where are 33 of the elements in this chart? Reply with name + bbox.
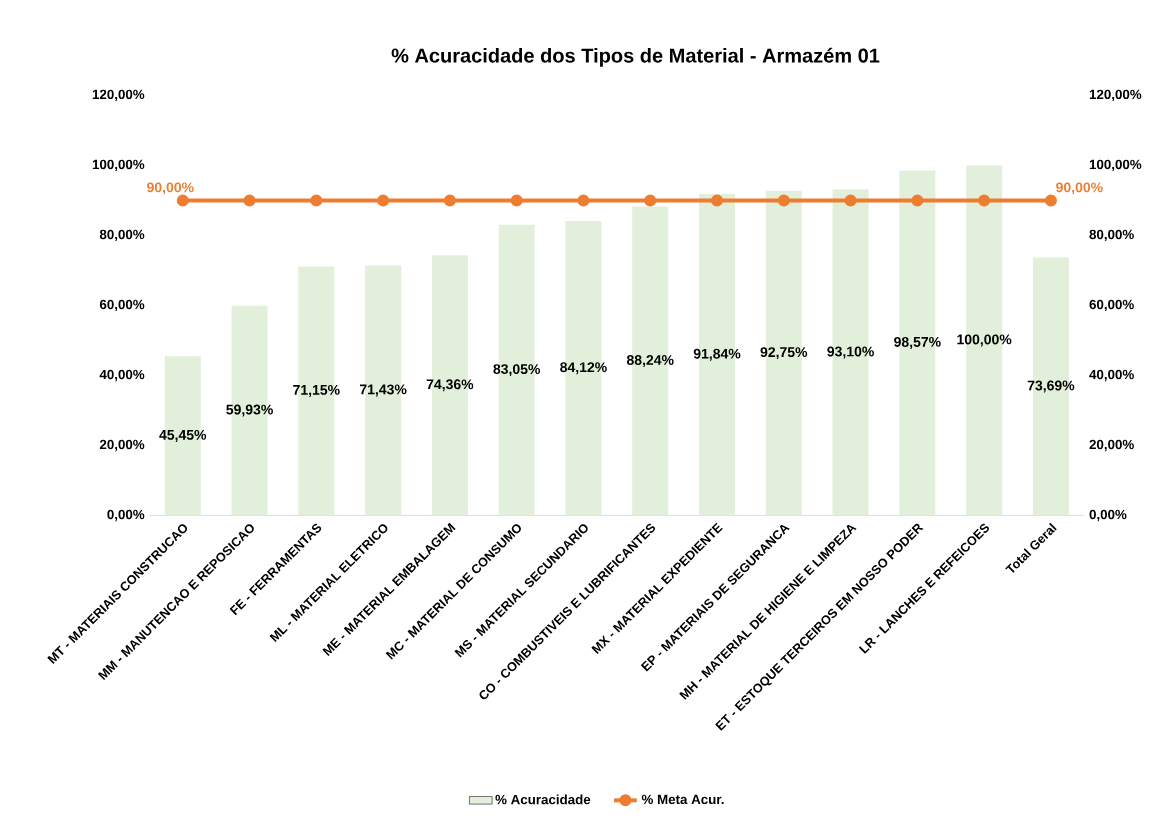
data-label: 73,69% [1027, 380, 1075, 393]
y2-tick-label: 100,00% [1089, 159, 1142, 172]
legend-label: % Acuracidade [495, 794, 591, 805]
data-label: 83,05% [493, 364, 541, 377]
data-label: 93,10% [827, 346, 874, 359]
data-label: 74,36% [426, 379, 474, 392]
y-tick-label: 40,00% [99, 369, 145, 382]
y-tick-label: 120,00% [92, 89, 145, 102]
y2-tick-label: 20,00% [1089, 439, 1134, 452]
data-label: 71,43% [359, 384, 407, 397]
data-label: 100,00% [957, 334, 1012, 347]
y-tick-label: 0,00% [107, 510, 145, 522]
y-tick-label: 100,00% [92, 159, 145, 172]
data-label: 71,15% [293, 385, 340, 398]
data-label: 98,57% [894, 337, 941, 350]
chart-title: % Acuracidade dos Tipos de Material - Armazém 01 [391, 48, 880, 67]
y2-tick-label: 0,00% [1089, 510, 1127, 522]
data-label: 84,12% [560, 362, 607, 375]
data-label: 90,00% [147, 182, 194, 195]
data-label: 45,45% [159, 430, 207, 443]
legend-label: % Meta Acur. [641, 794, 724, 805]
data-label: 91,84% [693, 348, 741, 361]
y2-tick-label: 60,00% [1089, 299, 1134, 312]
data-label: 59,93% [226, 404, 273, 417]
data-label: 88,24% [626, 355, 674, 368]
data-label: 90,00% [1056, 182, 1103, 195]
y2-tick-label: 80,00% [1089, 229, 1134, 242]
y-tick-label: 20,00% [99, 439, 145, 452]
y2-tick-label: 40,00% [1089, 369, 1134, 382]
data-label: 92,75% [760, 347, 808, 360]
y2-tick-label: 120,00% [1089, 89, 1142, 102]
y-tick-label: 60,00% [99, 299, 145, 312]
y-tick-label: 80,00% [99, 229, 145, 242]
